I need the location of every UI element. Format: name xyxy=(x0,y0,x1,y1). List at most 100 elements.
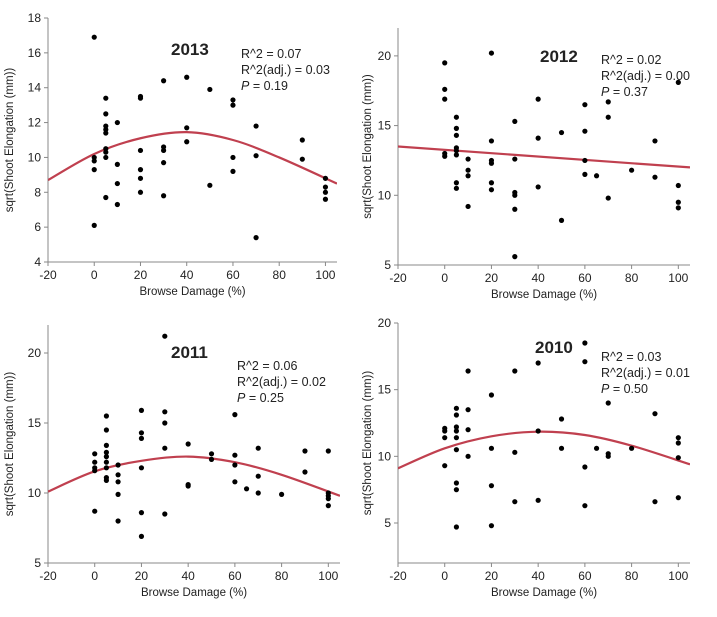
data-point xyxy=(138,430,145,436)
data-point xyxy=(114,180,120,187)
x-tick-label: 40 xyxy=(531,271,545,285)
y-tick-label: 20 xyxy=(378,316,392,330)
data-point xyxy=(488,138,495,144)
data-point xyxy=(92,451,98,457)
data-point xyxy=(322,184,329,190)
panel-2013: -20 0 20 40 60 80 100 4 6 8 10 12 14 16 18 Browse Damag… xyxy=(4,11,337,298)
data-point xyxy=(442,96,448,102)
p-value-label: P = 0.50 xyxy=(601,382,648,396)
p-symbol: P xyxy=(601,85,610,99)
data-point xyxy=(137,95,144,101)
data-point xyxy=(208,456,215,462)
p-symbol: P xyxy=(237,391,246,405)
y-axis-label: sqrt(Shoot Elongation (mm)) xyxy=(4,68,16,213)
y-tick-label: 15 xyxy=(378,383,392,397)
data-point xyxy=(325,448,331,454)
p-value: = 0.25 xyxy=(245,391,284,405)
x-tick-label: 20 xyxy=(134,268,148,282)
data-point xyxy=(253,235,259,241)
data-point xyxy=(161,78,167,84)
panel-2011: -20 0 20 40 60 80 100 5 10 15 20 Browse Damage (%) s… xyxy=(4,325,340,599)
data-point xyxy=(453,185,459,191)
y-tick-label: 18 xyxy=(28,11,42,25)
data-point xyxy=(103,111,109,117)
data-point xyxy=(488,483,495,489)
data-point xyxy=(442,463,448,469)
fit-curve xyxy=(48,131,337,185)
data-point xyxy=(162,409,168,415)
data-point xyxy=(675,455,681,461)
data-point xyxy=(453,180,459,186)
data-point xyxy=(675,205,681,211)
data-point xyxy=(465,203,471,210)
data-point xyxy=(582,128,588,134)
data-point xyxy=(103,454,109,460)
data-point xyxy=(652,411,658,417)
y-tick-label: 16 xyxy=(28,46,42,60)
data-point xyxy=(299,137,305,143)
data-point xyxy=(512,192,518,198)
y-tick-label: 5 xyxy=(384,258,391,272)
data-point xyxy=(325,503,331,509)
data-point xyxy=(512,118,518,125)
p-symbol: P xyxy=(241,79,250,93)
data-point xyxy=(453,405,459,411)
data-point xyxy=(488,523,495,529)
data-point xyxy=(232,412,238,418)
plot-area xyxy=(48,325,340,563)
data-point xyxy=(185,483,191,489)
data-point xyxy=(465,453,471,459)
data-point xyxy=(103,130,109,136)
data-point xyxy=(652,499,658,505)
data-point xyxy=(92,468,98,474)
r-squared-adj-label: R^2(adj.) = 0.02 xyxy=(237,375,326,389)
data-point xyxy=(103,194,109,201)
data-point xyxy=(453,435,459,441)
p-value: = 0.37 xyxy=(609,85,648,99)
y-tick-label: 8 xyxy=(34,185,41,199)
data-point xyxy=(114,201,120,208)
p-value-label: P = 0.37 xyxy=(601,85,648,99)
p-value-label: P = 0.19 xyxy=(241,79,288,93)
x-tick-label: 0 xyxy=(441,271,448,285)
panel-2012: -20 0 20 40 60 80 100 5 10 15 20 Browse Damage (%) s… xyxy=(362,28,690,301)
data-point xyxy=(103,459,109,465)
r-squared-label: R^2 = 0.02 xyxy=(601,53,661,67)
data-point xyxy=(512,449,518,455)
data-point xyxy=(138,435,145,441)
y-tick-label: 20 xyxy=(28,346,42,360)
data-point xyxy=(453,412,459,418)
panel-title: 2012 xyxy=(540,47,578,66)
data-point xyxy=(162,511,168,517)
data-point xyxy=(488,180,495,186)
data-point xyxy=(488,187,495,193)
y-axis-label: sqrt(Shoot Elongation (mm)) xyxy=(362,74,374,219)
data-point xyxy=(230,102,236,108)
data-point xyxy=(253,123,259,129)
data-point xyxy=(115,518,121,524)
panel-title: 2011 xyxy=(171,343,208,362)
data-point xyxy=(232,479,238,485)
data-point xyxy=(605,195,611,201)
data-point xyxy=(138,533,145,540)
data-point xyxy=(162,420,168,426)
data-point xyxy=(512,254,518,260)
data-point xyxy=(322,175,329,181)
data-point xyxy=(652,138,658,144)
data-point xyxy=(675,182,681,189)
y-tick-label: 4 xyxy=(34,255,41,269)
data-point xyxy=(161,160,167,166)
data-point xyxy=(582,503,588,509)
x-tick-label: 20 xyxy=(485,569,499,583)
data-point xyxy=(255,490,261,496)
x-tick-label: 80 xyxy=(625,271,639,285)
x-tick-label: 20 xyxy=(135,569,149,583)
x-tick-label: 0 xyxy=(91,569,98,583)
x-tick-label: -20 xyxy=(39,569,57,583)
x-tick-label: -20 xyxy=(39,268,57,282)
data-point xyxy=(453,487,459,493)
data-point xyxy=(675,199,681,205)
data-point xyxy=(488,160,495,166)
x-tick-label: 60 xyxy=(578,569,592,583)
x-tick-label: 40 xyxy=(180,268,194,282)
